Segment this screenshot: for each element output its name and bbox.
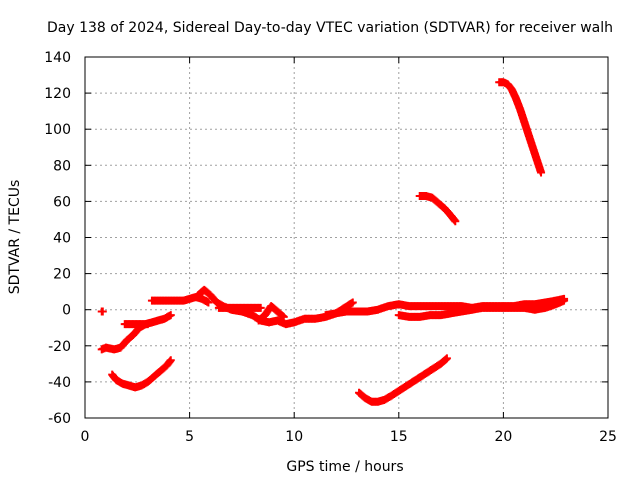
y-tick-label: -60 (48, 411, 71, 427)
y-axis-label: SDTVAR / TECUs (7, 180, 23, 295)
y-tick-label: -40 (48, 375, 71, 391)
x-tick-label: 5 (185, 429, 194, 445)
y-tick-label: 20 (53, 267, 71, 283)
y-tick-label: 0 (62, 303, 71, 319)
sdtvar-chart: 0 5 10 15 20 25 -60 -40 -20 0 20 40 60 80 100 120 140 Da… (0, 0, 640, 480)
x-tick-label: 20 (494, 429, 512, 445)
x-tick-label: 0 (81, 429, 90, 445)
x-tick-label: 25 (599, 429, 617, 445)
y-tick-label: 120 (44, 86, 71, 102)
chart-background (0, 0, 640, 480)
y-tick-label: 100 (44, 122, 71, 138)
y-tick-label: 140 (44, 50, 71, 66)
chart-title: Day 138 of 2024, Sidereal Day-to-day VTE… (47, 20, 613, 36)
y-tick-label: 40 (53, 231, 71, 247)
series-arc-3 (121, 320, 152, 328)
x-tick-label: 15 (390, 429, 408, 445)
y-tick-label: 80 (53, 158, 71, 174)
x-axis-label: GPS time / hours (286, 459, 403, 475)
series-arc-7 (215, 304, 265, 312)
y-tick-label: -20 (48, 339, 71, 355)
x-tick-label: 10 (285, 429, 303, 445)
y-tick-label: 60 (53, 194, 71, 210)
